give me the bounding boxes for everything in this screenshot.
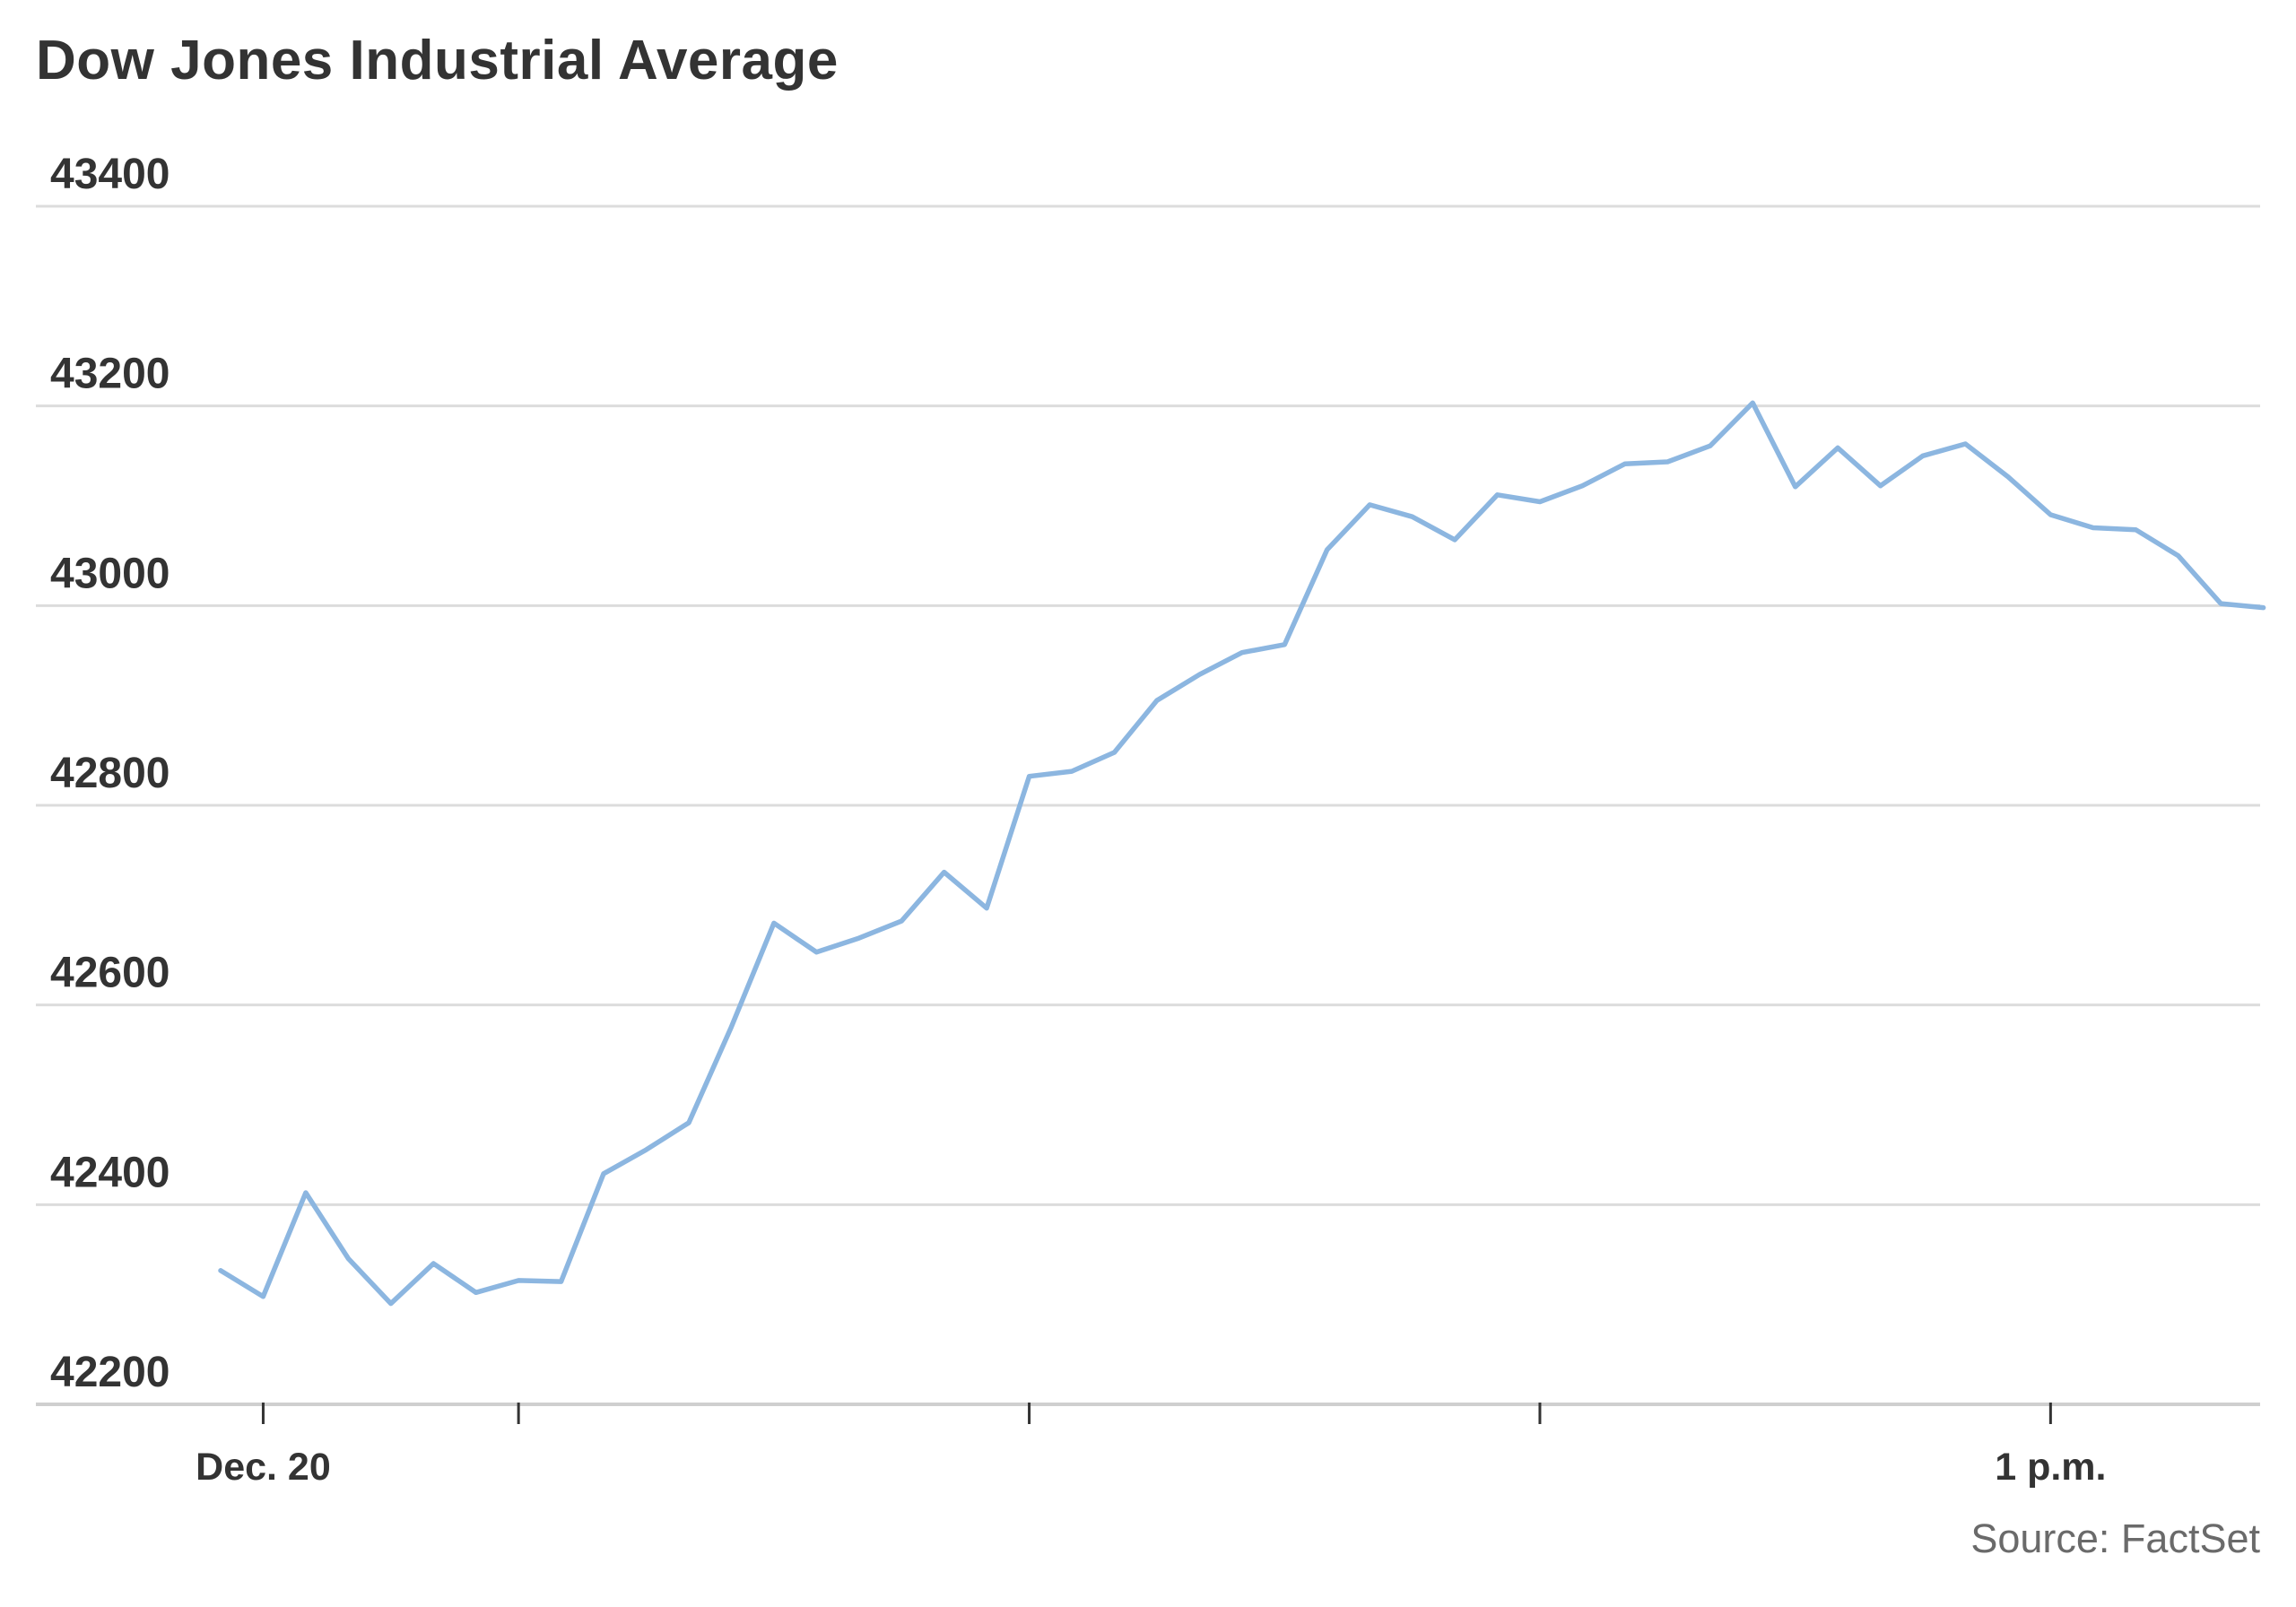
y-tick-label: 42200	[50, 1349, 170, 1396]
source-note: Source: FactSet	[1970, 1516, 2260, 1561]
x-tick-label: 1 p.m.	[1995, 1446, 2106, 1489]
y-tick-label: 42400	[50, 1149, 170, 1196]
y-tick-labels: 43400 43200 43000 42800 42600 42400 42200	[50, 151, 170, 1396]
x-tick-label: Dec. 20	[196, 1446, 331, 1489]
chart-title: Dow Jones Industrial Average	[36, 30, 839, 91]
y-tick-label: 43400	[50, 151, 170, 198]
y-tick-label: 43000	[50, 550, 170, 597]
y-tick-label: 42800	[50, 750, 170, 797]
series-line	[218, 400, 2266, 1307]
y-grid	[36, 204, 2260, 1406]
y-tick-label: 43200	[50, 351, 170, 398]
y-tick-label: 42600	[50, 950, 170, 997]
x-axis: Dec. 20 1 p.m.	[196, 1403, 2106, 1489]
data-series	[218, 400, 2266, 1307]
